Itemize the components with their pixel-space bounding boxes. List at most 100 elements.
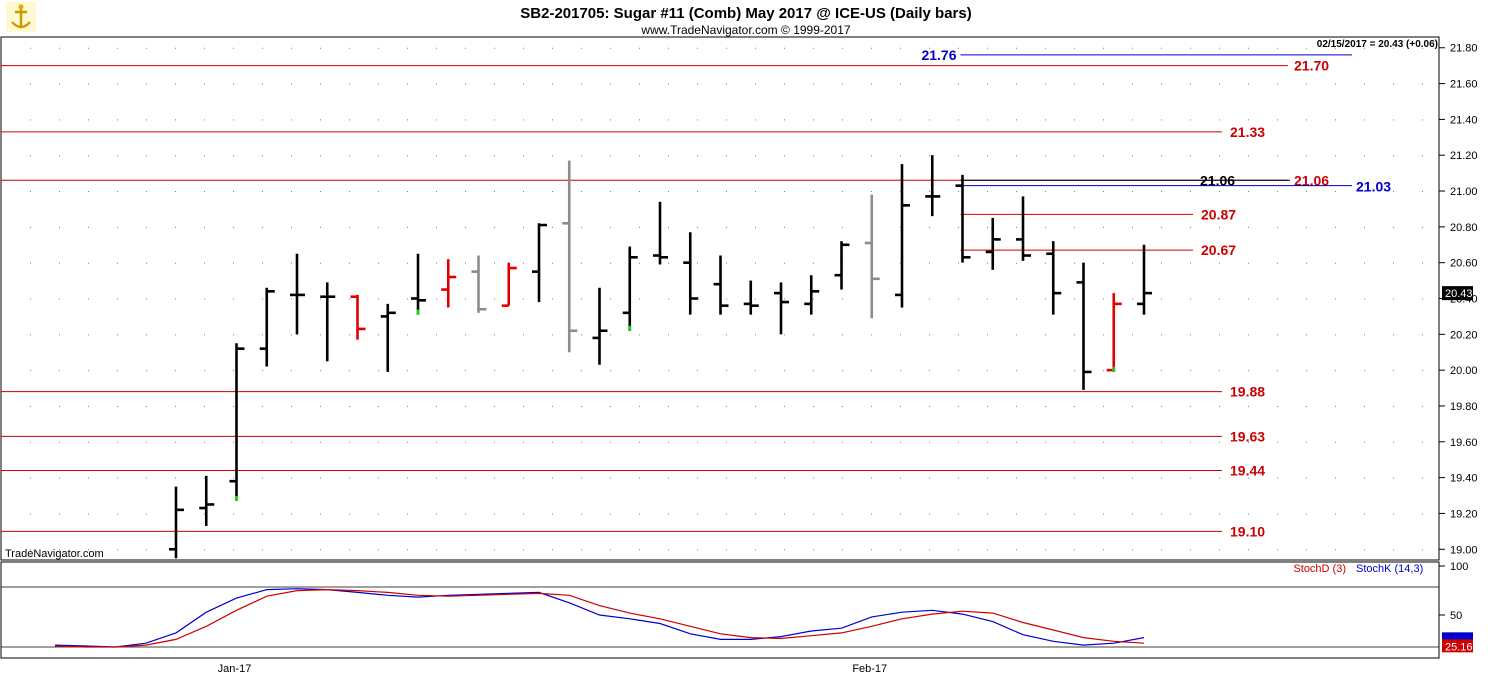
ohlc-bar (804, 275, 820, 315)
grid-dot (320, 83, 321, 85)
grid-dot (929, 47, 930, 49)
grid-dot (204, 226, 205, 228)
grid-dot (842, 119, 843, 121)
grid-dot (30, 191, 31, 193)
grid-dot (900, 47, 901, 49)
grid-dot (987, 405, 988, 407)
grid-dot (1219, 549, 1220, 551)
price-tick-label: 19.80 (1450, 401, 1478, 413)
price-tick-label: 19.40 (1450, 473, 1478, 485)
grid-dot (958, 513, 959, 515)
grid-dot (30, 298, 31, 300)
grid-dot (958, 226, 959, 228)
grid-dot (88, 477, 89, 479)
grid-dot (726, 155, 727, 157)
grid-dot (494, 83, 495, 85)
grid-dot (59, 119, 60, 121)
grid-dot (813, 47, 814, 49)
grid-dot (465, 549, 466, 551)
grid-dot (813, 226, 814, 228)
grid-dot (494, 405, 495, 407)
grid-dot (871, 513, 872, 515)
grid-dot (1364, 47, 1365, 49)
grid-dot (668, 191, 669, 193)
grid-dot (697, 513, 698, 515)
grid-dot (88, 155, 89, 157)
grid-dot (146, 47, 147, 49)
grid-dot (291, 549, 292, 551)
grid-dot (1364, 370, 1365, 372)
grid-dot (1306, 549, 1307, 551)
grid-dot (436, 47, 437, 49)
grid-dot (1306, 262, 1307, 264)
legend-stochk: StochK (14,3) (1356, 563, 1423, 575)
grid-dot (1306, 155, 1307, 157)
grid-dot (1016, 370, 1017, 372)
grid-dot (494, 334, 495, 336)
grid-dot (581, 477, 582, 479)
grid-dot (320, 226, 321, 228)
grid-dot (59, 441, 60, 443)
grid-dot (1335, 262, 1336, 264)
grid-dots (30, 47, 1423, 551)
grid-dot (958, 334, 959, 336)
grid-dot (262, 83, 263, 85)
grid-dot (1422, 298, 1423, 300)
grid-dot (668, 405, 669, 407)
grid-dot (581, 298, 582, 300)
grid-dot (958, 405, 959, 407)
grid-dot (1045, 155, 1046, 157)
ohlc-bar (592, 287, 608, 365)
grid-dot (146, 298, 147, 300)
grid-dot (465, 155, 466, 157)
grid-dot (407, 549, 408, 551)
grid-dot (1277, 119, 1278, 121)
grid-dot (1306, 83, 1307, 85)
grid-dot (1364, 441, 1365, 443)
grid-dot (59, 405, 60, 407)
grid-dot (1393, 370, 1394, 372)
grid-dot (117, 334, 118, 336)
grid-dot (639, 155, 640, 157)
grid-dot (1364, 226, 1365, 228)
grid-dot (1132, 513, 1133, 515)
grid-dot (523, 513, 524, 515)
grid-dot (610, 119, 611, 121)
grid-dot (639, 47, 640, 49)
grid-dot (407, 155, 408, 157)
grid-dot (494, 513, 495, 515)
grid-dot (494, 549, 495, 551)
grid-dot (146, 405, 147, 407)
grid-dot (668, 477, 669, 479)
level-label: 21.03 (1356, 179, 1391, 195)
grid-dot (175, 155, 176, 157)
level-label: 19.44 (1230, 462, 1265, 478)
grid-dot (871, 477, 872, 479)
grid-dot (262, 119, 263, 121)
ohlc-bar (380, 303, 396, 372)
grid-dot (871, 47, 872, 49)
grid-dot (1016, 191, 1017, 193)
grid-dot (1277, 298, 1278, 300)
grid-dot (958, 298, 959, 300)
grid-dot (1190, 441, 1191, 443)
grid-dot (552, 549, 553, 551)
grid-dot (581, 549, 582, 551)
grid-dot (117, 226, 118, 228)
grid-dot (639, 83, 640, 85)
grid-dot (726, 477, 727, 479)
ohlc-bar (199, 475, 215, 526)
grid-dot (1422, 513, 1423, 515)
grid-dot (1393, 262, 1394, 264)
grid-dot (842, 155, 843, 157)
stoch-line (54, 588, 1145, 648)
grid-dot (958, 549, 959, 551)
grid-dot (320, 334, 321, 336)
grid-dot (755, 155, 756, 157)
grid-dot (929, 370, 930, 372)
grid-dot (88, 513, 89, 515)
grid-dot (349, 155, 350, 157)
grid-dot (146, 513, 147, 515)
grid-dot (88, 334, 89, 336)
